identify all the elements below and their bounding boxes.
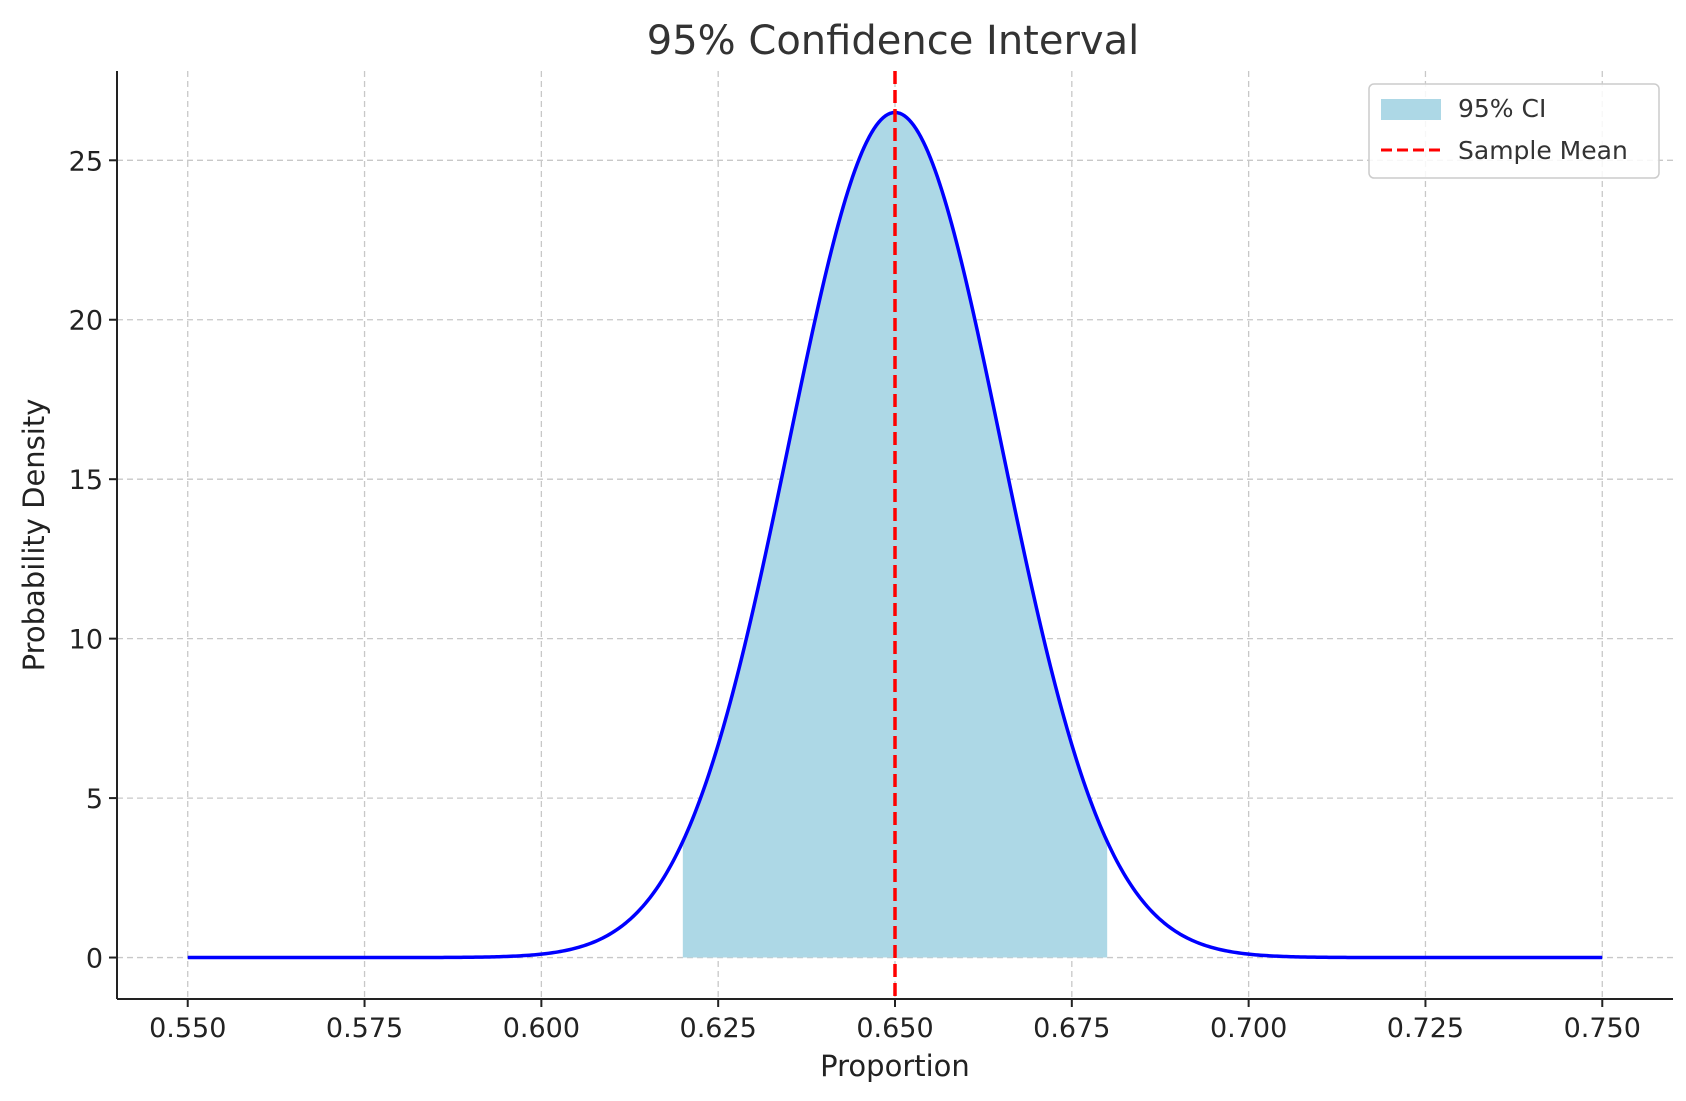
x-tick-label: 0.675 xyxy=(1033,1013,1110,1044)
legend-ci-swatch xyxy=(1381,99,1441,120)
x-tick-label: 0.625 xyxy=(680,1013,757,1044)
x-tick-label: 0.600 xyxy=(503,1013,580,1044)
y-tick-label: 0 xyxy=(86,944,103,975)
y-tick-label: 20 xyxy=(69,306,103,337)
x-tick-label: 0.650 xyxy=(856,1013,933,1044)
legend-ci-label: 95% CI xyxy=(1458,94,1546,123)
y-axis-label: Probability Density xyxy=(17,399,51,672)
y-tick-label: 15 xyxy=(69,465,103,496)
x-tick-label: 0.550 xyxy=(149,1013,226,1044)
y-tick-label: 10 xyxy=(69,625,103,656)
x-ticks: 0.550 0.575 0.600 0.625 0.650 0.675 0.700 0.725… xyxy=(149,999,1641,1044)
legend-mean-label: Sample Mean xyxy=(1458,136,1628,165)
legend: 95% CI Sample Mean xyxy=(1368,83,1660,179)
y-tick-label: 25 xyxy=(69,146,103,177)
y-tick-label: 5 xyxy=(86,784,103,815)
x-tick-label: 0.575 xyxy=(326,1013,403,1044)
chart-title: 95% Confidence Interval xyxy=(647,18,1139,64)
y-ticks: 0 5 10 15 20 25 xyxy=(69,146,117,975)
x-axis-label: Proportion xyxy=(820,1049,970,1083)
legend-box xyxy=(1368,83,1660,179)
x-tick-label: 0.700 xyxy=(1210,1013,1287,1044)
x-tick-label: 0.725 xyxy=(1387,1013,1464,1044)
x-tick-label: 0.750 xyxy=(1564,1013,1641,1044)
